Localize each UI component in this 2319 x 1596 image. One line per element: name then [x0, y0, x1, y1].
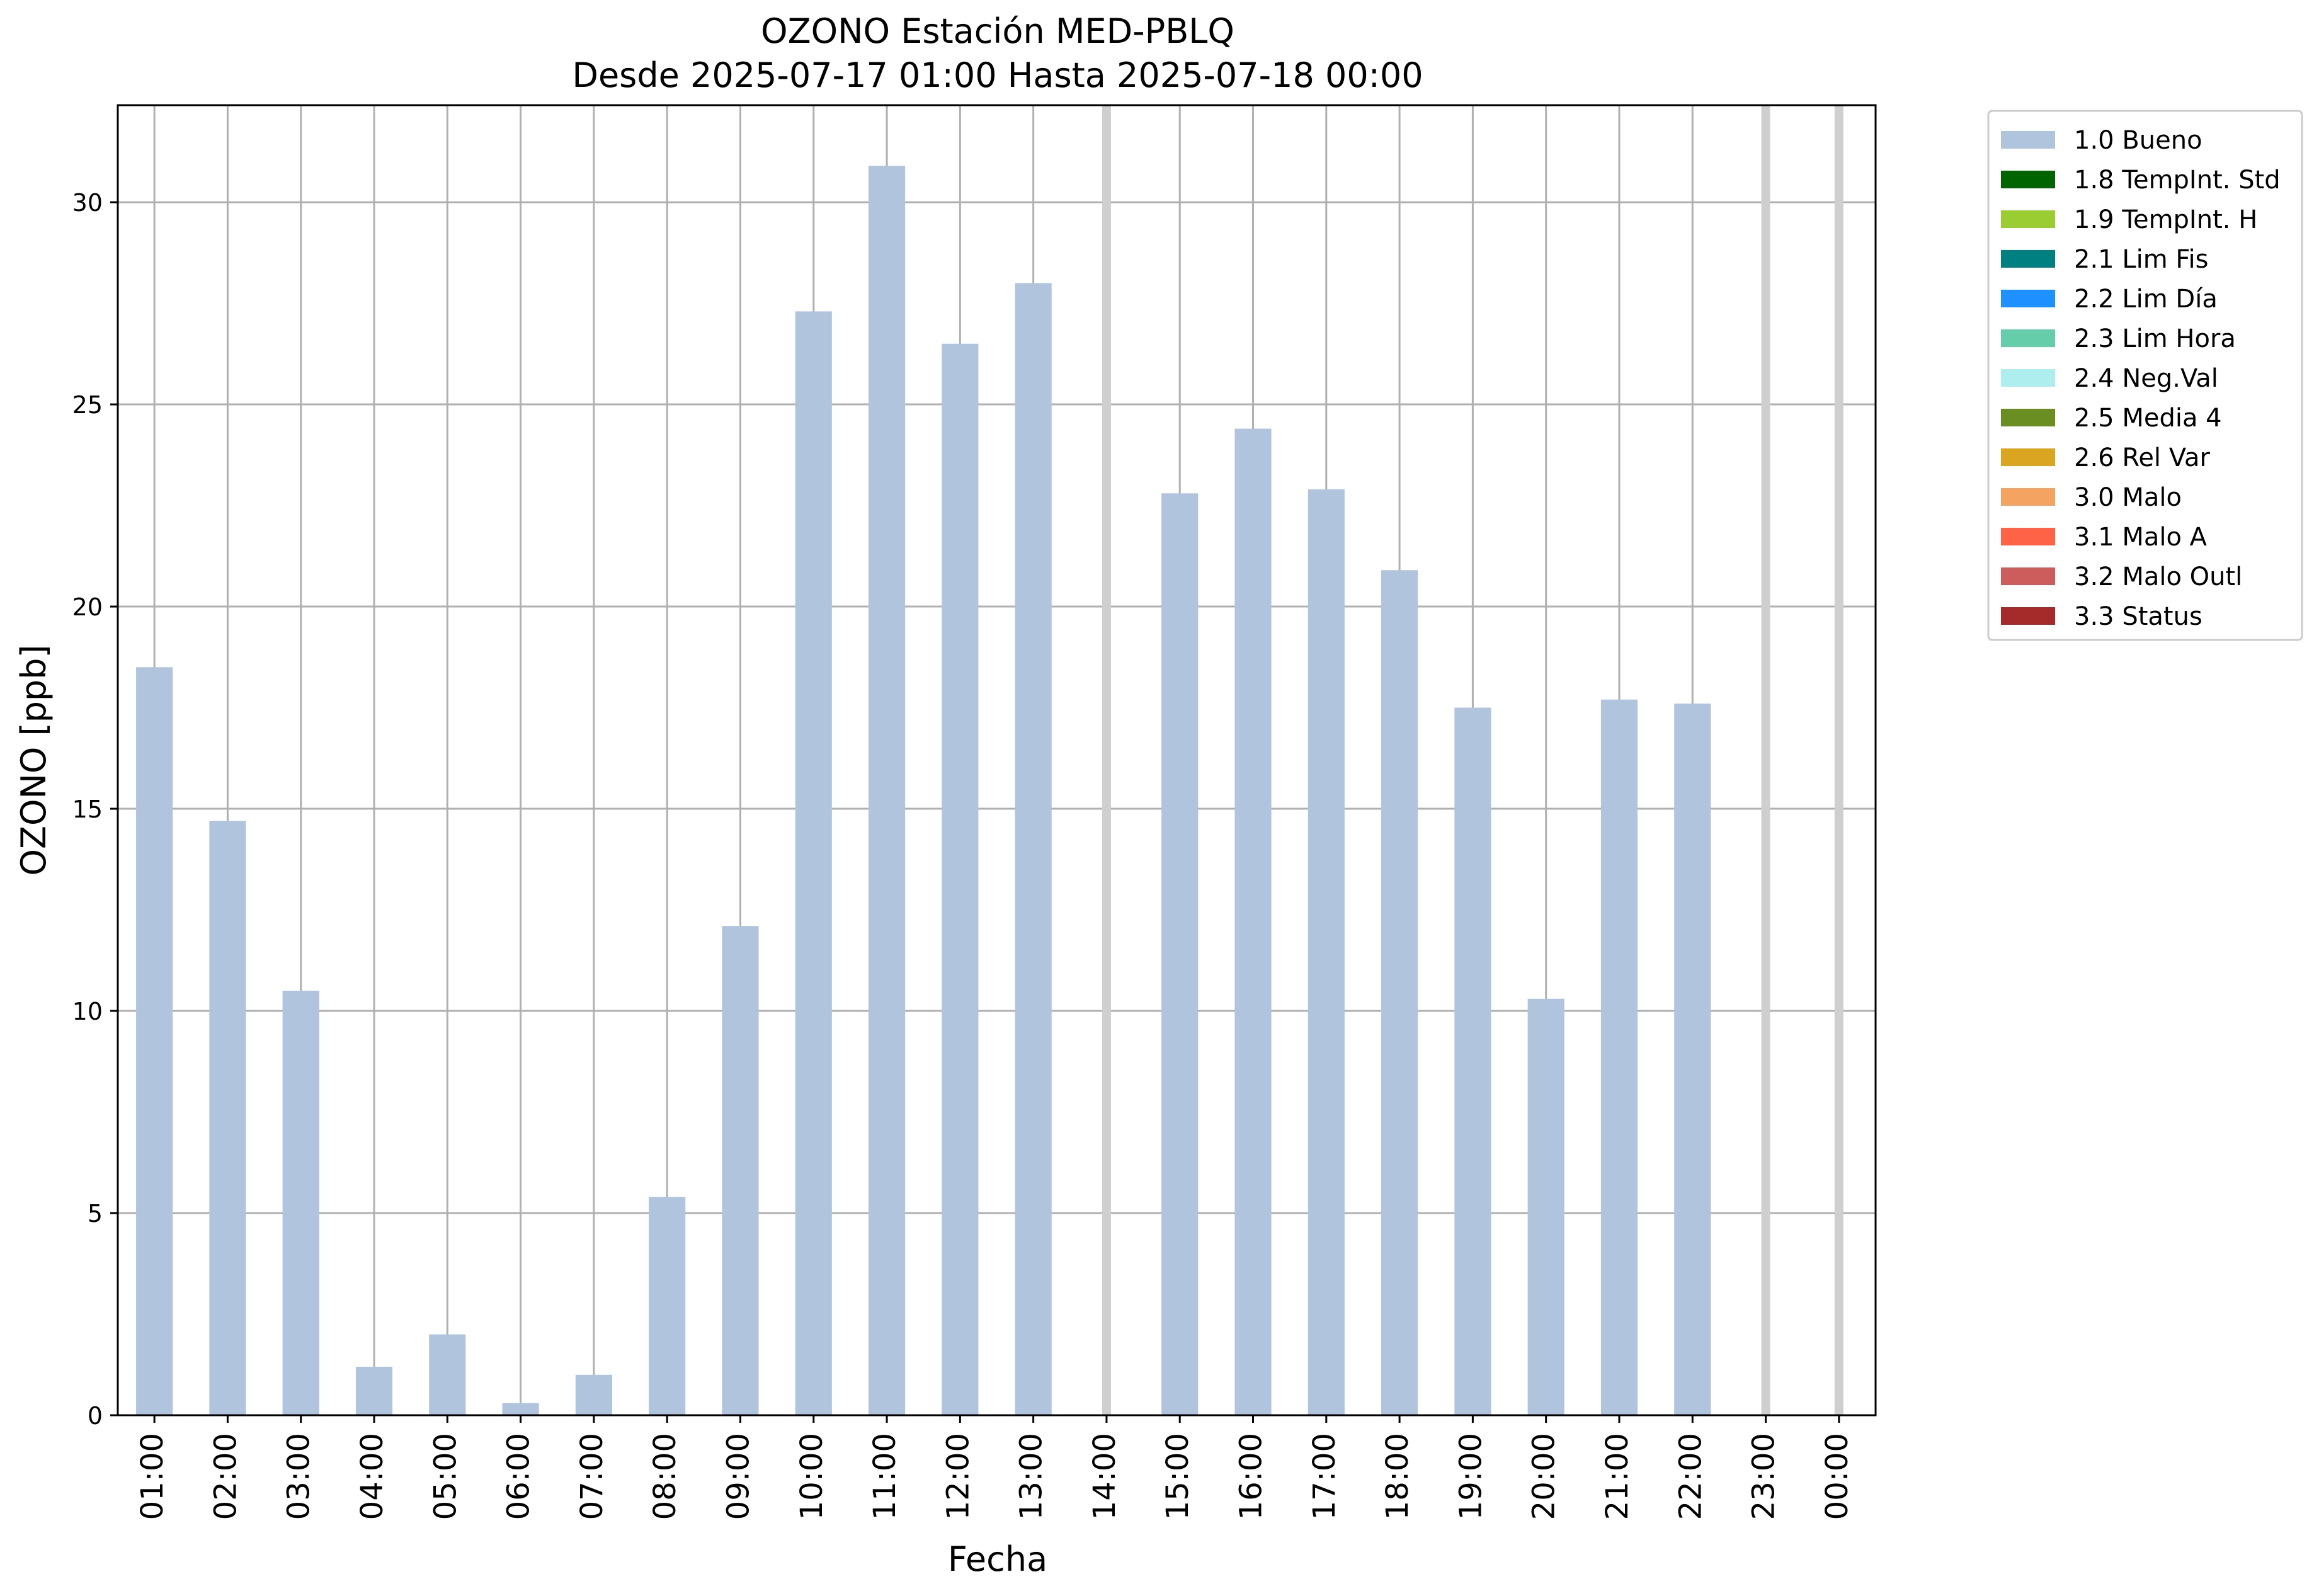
- x-tick-label: 12:00: [940, 1433, 976, 1520]
- bar: [575, 1374, 612, 1415]
- legend-swatch: [2001, 607, 2055, 625]
- x-tick-label: 13:00: [1014, 1433, 1049, 1520]
- missing-data-markers: [1102, 105, 1843, 1415]
- x-tick-label: 06:00: [501, 1433, 537, 1520]
- y-tick-label: 30: [72, 189, 103, 217]
- legend-swatch: [2001, 210, 2055, 228]
- legend-swatch: [2001, 171, 2055, 188]
- x-tick-label: 04:00: [355, 1433, 390, 1520]
- legend-swatch: [2001, 250, 2055, 268]
- y-tick-label: 5: [88, 1200, 103, 1228]
- bar: [209, 821, 246, 1415]
- x-tick-label: 16:00: [1234, 1433, 1269, 1520]
- x-tick-label: 18:00: [1380, 1433, 1415, 1520]
- legend-label: 3.1 Malo A: [2074, 523, 2208, 552]
- x-tick-label: 09:00: [721, 1433, 756, 1520]
- bar: [1234, 428, 1272, 1415]
- bar: [355, 1366, 393, 1415]
- x-tick-label: 19:00: [1453, 1433, 1488, 1520]
- legend-label: 3.0 Malo: [2074, 483, 2182, 512]
- missing-marker: [1834, 105, 1843, 1415]
- bar: [1674, 704, 1711, 1415]
- bar: [1015, 283, 1052, 1416]
- bar: [1527, 998, 1564, 1415]
- chart-title: OZONO Estación MED-PBLQ: [761, 11, 1234, 51]
- x-tick-label: 17:00: [1307, 1433, 1342, 1520]
- x-tick-label: 00:00: [1820, 1433, 1855, 1520]
- x-axis-ticks: 01:00 02:00 03:00 04:00 05:00 06:00 07:00 08:00…: [135, 1415, 1855, 1520]
- legend-label: 2.3 Lim Hora: [2074, 324, 2236, 353]
- legend-swatch: [2001, 567, 2055, 585]
- legend-label: 2.6 Rel Var: [2074, 443, 2211, 472]
- x-tick-label: 23:00: [1746, 1433, 1782, 1520]
- bar: [282, 990, 319, 1415]
- bar: [1600, 699, 1638, 1415]
- x-tick-label: 22:00: [1673, 1433, 1708, 1520]
- bar: [942, 343, 979, 1416]
- legend-label: 3.3 Status: [2074, 602, 2202, 631]
- legend-swatch: [2001, 290, 2055, 307]
- bar: [1161, 493, 1199, 1415]
- bar: [1308, 489, 1345, 1416]
- legend-swatch: [2001, 488, 2055, 506]
- bar: [722, 926, 759, 1415]
- legend-swatch: [2001, 528, 2055, 545]
- bars: [136, 166, 1711, 1416]
- bar: [502, 1403, 539, 1415]
- x-tick-label: 21:00: [1600, 1433, 1635, 1520]
- y-tick-label: 25: [72, 391, 103, 419]
- x-tick-label: 11:00: [867, 1433, 903, 1520]
- missing-marker: [1102, 105, 1111, 1415]
- y-tick-label: 10: [72, 998, 103, 1025]
- bar: [795, 311, 832, 1415]
- legend-swatch: [2001, 369, 2055, 387]
- plot-frame: [117, 104, 1877, 1416]
- legend-label: 1.0 Bueno: [2074, 126, 2202, 155]
- bar: [649, 1197, 686, 1415]
- bar: [868, 166, 906, 1416]
- legend-label: 2.5 Media 4: [2074, 404, 2222, 433]
- x-tick-label: 02:00: [208, 1433, 243, 1520]
- legend-label: 1.9 TempInt. H: [2074, 205, 2257, 234]
- x-tick-label: 08:00: [647, 1433, 683, 1520]
- y-tick-label: 20: [72, 593, 103, 621]
- x-axis-label: Fecha: [948, 1539, 1047, 1579]
- x-tick-label: 15:00: [1160, 1433, 1195, 1520]
- x-tick-label: 03:00: [282, 1433, 317, 1520]
- x-tick-label: 20:00: [1527, 1433, 1562, 1520]
- y-tick-label: 0: [88, 1402, 103, 1430]
- bar: [136, 667, 173, 1415]
- bar: [1381, 570, 1418, 1415]
- y-axis-label: OZONO [ppb]: [14, 644, 54, 875]
- legend: 1.0 Bueno 1.8 TempInt. Std 1.9 TempInt. H 2…: [1987, 110, 2303, 641]
- legend-label: 3.2 Malo Outl: [2074, 562, 2242, 591]
- legend-label: 1.8 TempInt. Std: [2074, 166, 2281, 195]
- legend-swatch: [2001, 409, 2055, 426]
- x-tick-label: 10:00: [794, 1433, 829, 1520]
- legend-frame: [1987, 110, 2303, 641]
- legend-label: 2.1 Lim Fis: [2074, 245, 2208, 274]
- x-tick-label: 07:00: [574, 1433, 610, 1520]
- y-axis-ticks: 0 5 10 15 20 25 30: [72, 189, 118, 1430]
- legend-swatch: [2001, 329, 2055, 347]
- legend-label: 2.2 Lim Día: [2074, 285, 2218, 314]
- bar: [429, 1334, 466, 1415]
- missing-marker: [1761, 105, 1770, 1415]
- y-tick-label: 15: [72, 795, 103, 823]
- x-tick-label: 05:00: [428, 1433, 463, 1520]
- chart-subtitle: Desde 2025-07-17 01:00 Hasta 2025-07-18 …: [572, 55, 1423, 95]
- x-tick-label: 01:00: [135, 1433, 170, 1520]
- bar: [1454, 707, 1491, 1415]
- legend-swatch: [2001, 448, 2055, 466]
- legend-label: 2.4 Neg.Val: [2074, 364, 2218, 393]
- x-tick-label: 14:00: [1087, 1433, 1122, 1520]
- legend-swatch: [2001, 131, 2055, 149]
